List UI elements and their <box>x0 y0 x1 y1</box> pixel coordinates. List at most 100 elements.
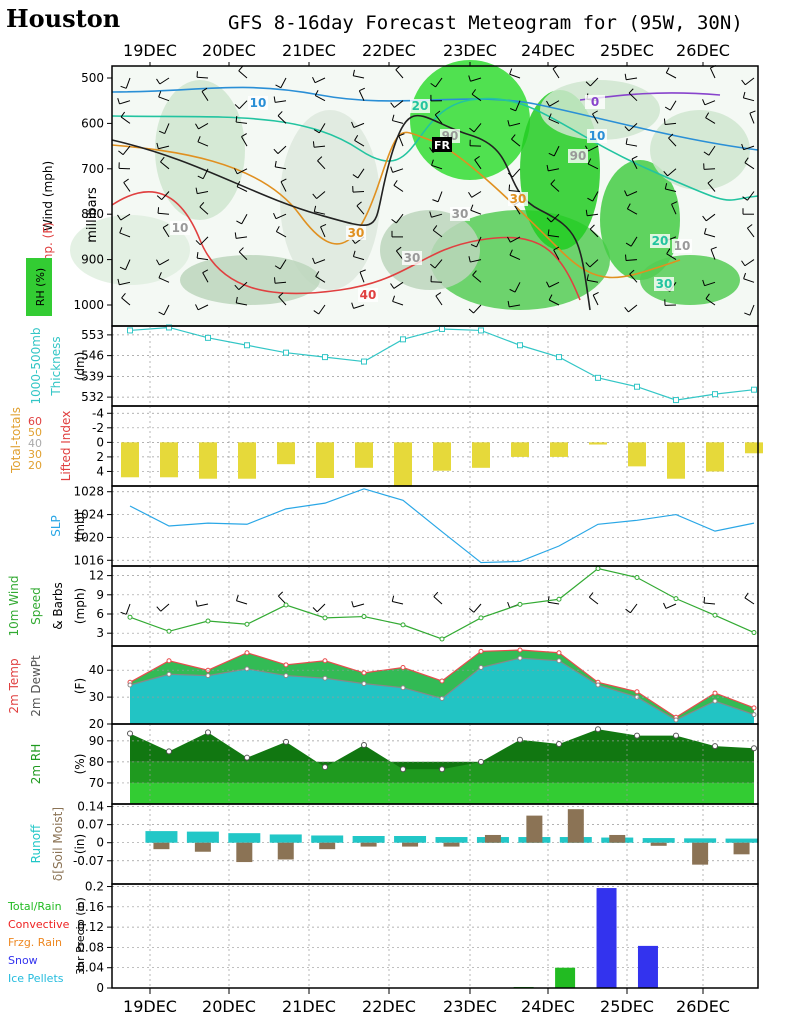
surface-wind-barb <box>589 596 599 605</box>
wind-barb <box>164 123 170 134</box>
lifted-index-bar <box>706 442 724 472</box>
wind-barb-flag <box>157 207 160 214</box>
rh-marker <box>166 748 172 755</box>
wind-barb <box>749 113 755 124</box>
wind-barb <box>125 259 131 270</box>
wind-barb <box>548 168 560 172</box>
wind-barb-flag <box>547 229 550 236</box>
wind-barb-flag <box>470 244 477 248</box>
wind-barb-flag <box>624 190 628 197</box>
rh-area <box>130 729 754 770</box>
lifted-index-tick-label: 4 <box>96 464 104 478</box>
wind-barb <box>749 304 755 316</box>
rh-shading <box>155 80 245 220</box>
wind-barb-flag <box>509 108 516 112</box>
rh-marker <box>478 758 484 765</box>
surface-wind-barb <box>125 603 131 615</box>
runoff-bar <box>311 835 344 843</box>
wind-barb-flag <box>197 175 204 180</box>
wind-barb <box>318 304 326 315</box>
rh-marker <box>244 754 250 761</box>
wind-barb-flag <box>744 157 749 163</box>
wind-barb <box>122 145 131 155</box>
runoff-unit-label: (in) <box>73 834 87 854</box>
soil-moisture-bar <box>360 842 377 847</box>
lifted-index-bar <box>433 442 451 471</box>
contour-label-bg <box>508 192 528 206</box>
thickness-marker <box>400 336 406 343</box>
wind-barb <box>512 168 521 178</box>
runoff-bar <box>684 838 717 843</box>
wind-barb <box>280 77 287 88</box>
wind-barb <box>202 168 209 179</box>
wind-barb-flag <box>123 178 129 183</box>
wind-barb <box>514 282 521 293</box>
wind-barb-flag <box>702 99 706 106</box>
wind-barb-flag <box>275 226 280 232</box>
wind-barb <box>744 259 755 267</box>
wind-barb <box>236 121 248 124</box>
wind-barb-flag <box>352 69 355 76</box>
wind-barb-flag <box>509 68 513 75</box>
wind-barb-flag <box>741 79 746 86</box>
thickness-axis-label-2: Thickness <box>49 336 63 396</box>
lifted-index-tick-label: 2 <box>96 450 104 464</box>
wind-barb-flag <box>703 151 710 156</box>
wind-barb-flag <box>430 263 436 269</box>
wind-barb-flag <box>624 126 630 132</box>
dewpt-marker <box>673 717 679 723</box>
wind-barb <box>354 140 365 147</box>
wind-barb-flag <box>195 187 198 194</box>
wind-barb <box>587 279 599 283</box>
temp-marker <box>556 650 562 656</box>
lifted-index-bar <box>550 442 568 457</box>
wind-barb-flag <box>197 136 201 142</box>
wind-barb-flag <box>234 104 240 109</box>
wind-barb-flag <box>195 240 201 246</box>
wind-barb-flag <box>156 78 161 85</box>
temp-marker <box>634 689 640 695</box>
temp-marker <box>283 662 289 668</box>
surface-wind-barb-flag <box>312 607 318 613</box>
thickness-axis-label: 1000-500mb <box>29 327 43 404</box>
date-label-bottom: 19DEC <box>123 997 177 1016</box>
wind-barb <box>277 145 287 154</box>
wind-barb-flag <box>671 201 678 205</box>
wind-barb-flag <box>469 127 475 133</box>
rh-legend-swatch <box>26 258 52 316</box>
wind-barb <box>509 304 521 308</box>
wind-barb-flag <box>435 292 442 297</box>
thickness-unit-label: (dm) <box>73 352 87 381</box>
wind10m-axis-label: 10m Wind <box>7 576 21 637</box>
surface-wind-barb-flag <box>663 602 667 609</box>
date-label-bottom: 22DEC <box>362 997 416 1016</box>
contour-label: 10 <box>674 239 691 253</box>
runoff-axis-label: Runoff <box>29 824 43 863</box>
dewpt-marker <box>556 658 562 664</box>
rh-marker <box>205 729 211 736</box>
wind-barb-flag <box>120 85 127 89</box>
thickness-tick-label: 546 <box>81 349 104 363</box>
wind-barb <box>668 137 677 147</box>
wind-barb <box>745 77 755 86</box>
surface-wind-barb <box>629 603 638 614</box>
wind-barb-flag <box>315 271 320 277</box>
wind-speed-marker <box>517 601 523 607</box>
wind-barb <box>553 249 560 260</box>
wind-barb <box>431 213 443 218</box>
wind-barb-flag <box>234 284 240 290</box>
wind-barb-flag <box>663 118 666 125</box>
wind-barb-flag <box>507 300 510 307</box>
temp-marker <box>322 658 328 664</box>
wind-barb <box>314 145 326 148</box>
dewpt-marker <box>595 682 601 688</box>
wind-barb-flag <box>749 110 756 114</box>
date-label-bottom: 21DEC <box>282 997 336 1016</box>
wind-speed-marker <box>634 575 640 581</box>
thickness-tick-label: 553 <box>81 328 104 342</box>
wind-barb <box>238 281 248 291</box>
wind-barb-flag <box>196 252 199 259</box>
temp-marker <box>166 658 172 664</box>
wind-barb <box>743 145 755 151</box>
